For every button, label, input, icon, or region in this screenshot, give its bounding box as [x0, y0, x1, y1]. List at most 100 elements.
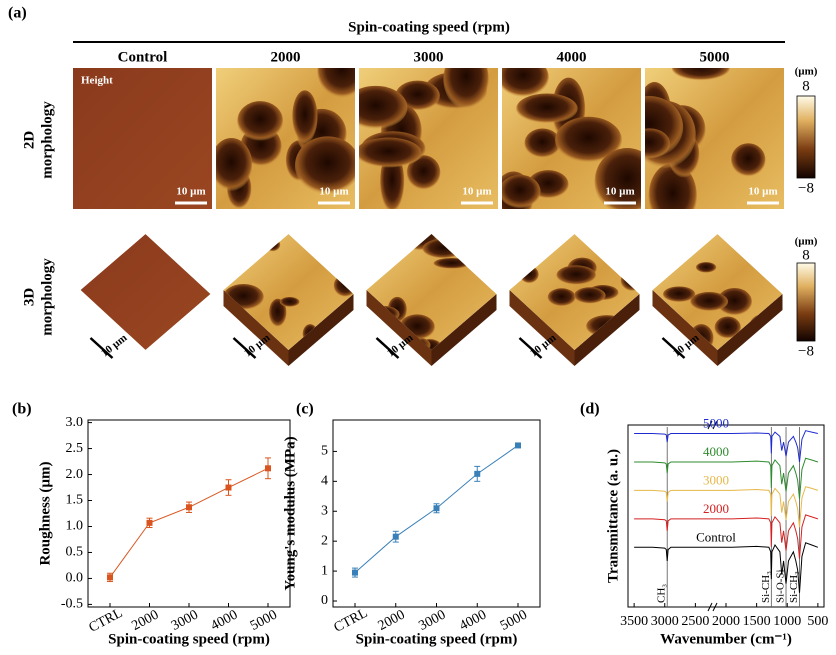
legend-label: Control [696, 529, 736, 544]
y-axis-label: Young's modulus (MPa) [282, 436, 298, 590]
side-face [223, 290, 289, 366]
pore [265, 238, 281, 252]
scale-bar-label: 10 µm [462, 186, 491, 198]
marker [146, 519, 153, 526]
pore [443, 68, 489, 110]
annotation: Si-O-Si [775, 569, 787, 603]
x-tick-label: 2000 [129, 608, 161, 634]
x-tick-label: 4000 [457, 608, 489, 634]
y-axis-label: Transmittance (a. u.) [605, 449, 621, 583]
plot-frame [87, 419, 291, 608]
spectrum [634, 514, 819, 559]
scale-bar-label: 10 µm [99, 332, 129, 359]
row-label: 2D [21, 131, 37, 150]
side-face [652, 290, 718, 366]
pore [555, 116, 622, 163]
spectrum [634, 457, 819, 499]
y-tick-label: 4 [321, 474, 328, 489]
marker [515, 442, 521, 449]
marker [265, 465, 271, 472]
row-label: morphology [39, 101, 55, 179]
panel-label: (d) [580, 401, 600, 418]
column-title: Control [118, 49, 168, 65]
panel-label: (b) [12, 401, 32, 418]
colorbar: (µm) 8 −8 [795, 66, 818, 197]
afm-3d-image [509, 234, 640, 350]
plot-frame [332, 419, 541, 608]
pore [652, 234, 671, 254]
pore [317, 68, 355, 99]
x-tick-label: 2000 [376, 608, 408, 634]
y-tick-label: 1.5 [66, 493, 84, 508]
x-tick-label: 3000 [169, 608, 201, 634]
x-tick-label: 5000 [248, 608, 280, 634]
column-title: 5000 [700, 49, 730, 65]
pore [294, 136, 355, 195]
afm-3d-image [652, 234, 783, 350]
scale-bar-label: 10 µm [748, 186, 777, 198]
pore [662, 286, 696, 303]
pore [292, 90, 318, 144]
marker [107, 574, 113, 581]
side-face [431, 294, 497, 366]
annotation: Si-CH₃ [760, 571, 772, 603]
panel-label: (c) [296, 401, 314, 418]
scale-bar [89, 337, 114, 359]
pore [519, 265, 539, 284]
afm-3d-image [223, 234, 354, 350]
scale-bar-label: 10 µm [176, 186, 205, 198]
axis-break [707, 602, 718, 612]
x-tick-label: 500 [807, 614, 828, 629]
pore [714, 316, 741, 339]
scale-bar [375, 337, 400, 359]
top-face [80, 234, 211, 350]
pore [620, 270, 640, 292]
y-tick-label: 3 [321, 503, 328, 518]
panel-label: (a) [8, 5, 27, 22]
y-tick-label: 5 [321, 444, 328, 459]
colorbar-bar [796, 262, 816, 342]
scale-bar [661, 337, 686, 359]
top-face [652, 234, 783, 350]
side-face [366, 290, 432, 366]
annotation: Si-CH₃ [788, 571, 800, 603]
colorbar-min: −8 [798, 180, 814, 196]
header: Spin-coating speed (rpm) [348, 19, 510, 35]
annotation: CH₃ [656, 584, 668, 603]
pore [671, 68, 730, 81]
height-label: Height [81, 75, 113, 87]
pore [556, 265, 597, 286]
legend-label: 5000 [703, 416, 729, 431]
scale-bar [232, 337, 257, 359]
axis-break [707, 420, 718, 430]
marker [352, 569, 358, 576]
legend-label: 2000 [703, 501, 729, 516]
pore [695, 262, 717, 273]
row-label: 3D [21, 288, 37, 307]
afm-2d-image [502, 68, 641, 209]
pore [406, 155, 441, 191]
top-face [223, 234, 354, 350]
marker [433, 505, 440, 512]
colorbar-max: 8 [802, 247, 810, 263]
legend-label: 3000 [703, 472, 729, 487]
colorbar-max: 8 [802, 78, 810, 94]
y-tick-label: 2.5 [66, 441, 84, 456]
x-tick-label: 3000 [651, 614, 679, 629]
y-tick-label: 0.0 [66, 571, 84, 586]
pore [333, 274, 354, 298]
colorbar-min: −8 [798, 343, 814, 359]
y-tick-label: -0.5 [61, 597, 83, 612]
y-tick-label: 1.0 [66, 519, 84, 534]
marker [392, 533, 399, 540]
pore [216, 137, 253, 192]
pore [268, 298, 287, 328]
spectrum [634, 430, 818, 463]
afm-2d-image [359, 68, 498, 209]
afm-2d-image [216, 68, 355, 209]
pore [716, 287, 753, 316]
x-tick-label: 3000 [416, 608, 448, 634]
pore [279, 296, 300, 308]
pore [237, 101, 284, 141]
